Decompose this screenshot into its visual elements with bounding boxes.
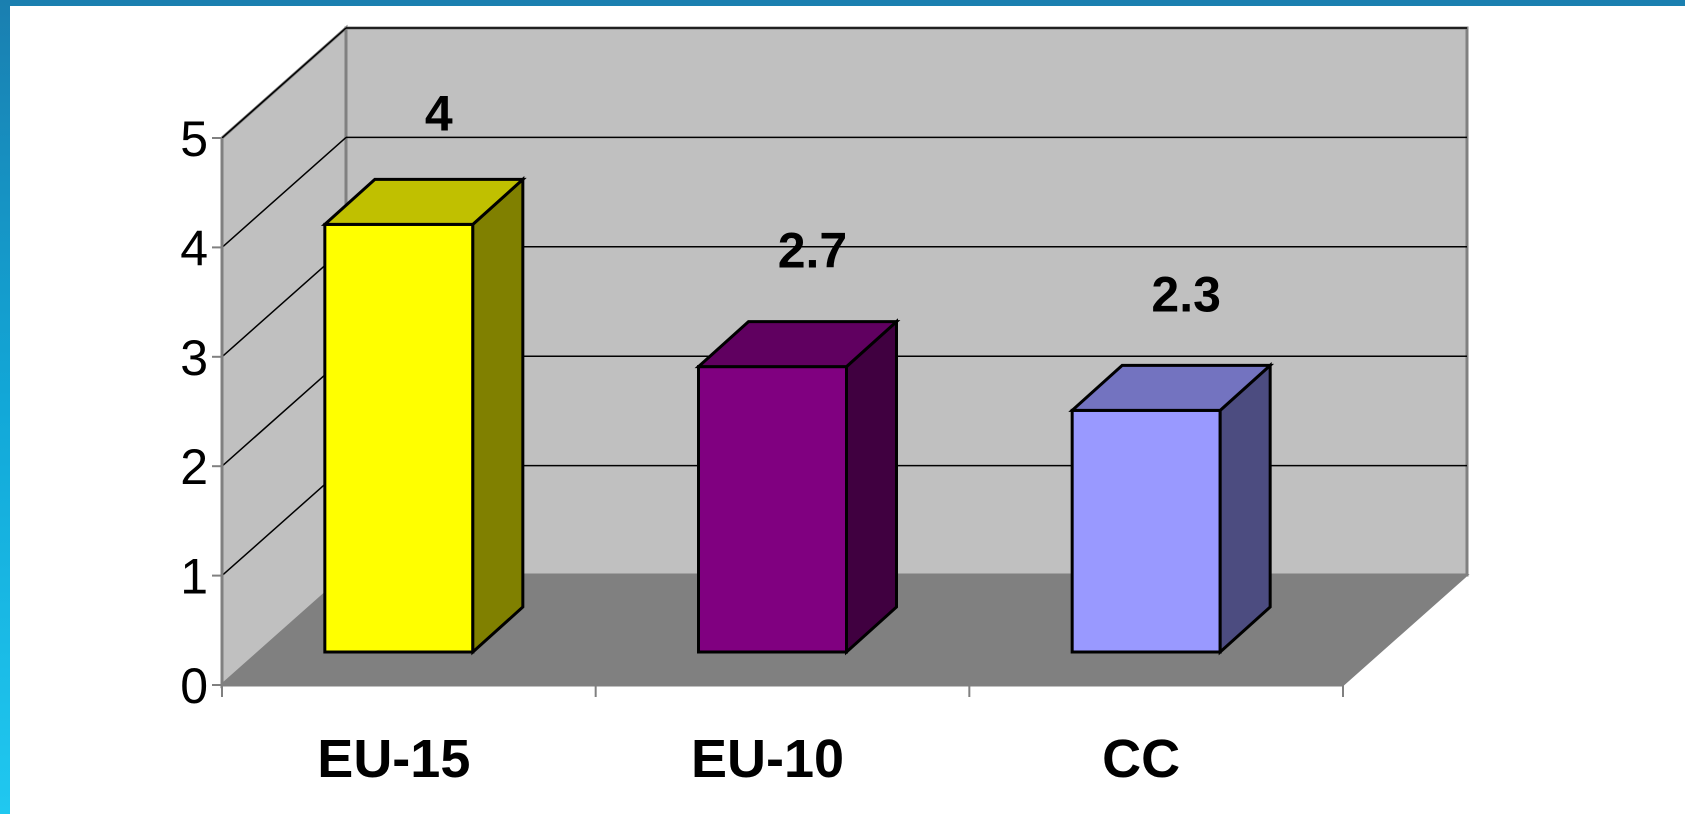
y-tick-label: 4 xyxy=(180,220,208,276)
y-tick-label: 3 xyxy=(180,330,208,386)
axes xyxy=(212,137,1344,697)
bar-front xyxy=(323,222,475,654)
bar-top xyxy=(1068,363,1275,412)
bar-side xyxy=(1218,362,1272,656)
y-tick-label: 2 xyxy=(180,439,208,495)
bar xyxy=(320,176,527,656)
x-category-label: EU-10 xyxy=(691,729,844,789)
bar-side xyxy=(845,318,898,656)
bar-front xyxy=(1070,408,1222,654)
y-tick-label: 0 xyxy=(180,658,208,714)
bar-top xyxy=(694,320,901,369)
gridline-side xyxy=(221,136,347,248)
y-tick-label: 5 xyxy=(180,111,208,167)
bar xyxy=(1068,362,1275,656)
bar-front xyxy=(697,365,848,654)
bar xyxy=(694,318,901,656)
data-label: 2.3 xyxy=(1151,266,1221,322)
bar-side xyxy=(471,176,525,656)
bars xyxy=(320,176,1275,656)
y-tick-label: 1 xyxy=(180,549,208,605)
x-category-label: EU-15 xyxy=(317,729,470,789)
bar-top xyxy=(320,177,527,226)
x-category-label: CC xyxy=(1102,729,1180,789)
data-label: 4 xyxy=(425,85,453,141)
data-label: 2.7 xyxy=(778,223,848,279)
gridline-side xyxy=(221,27,347,139)
